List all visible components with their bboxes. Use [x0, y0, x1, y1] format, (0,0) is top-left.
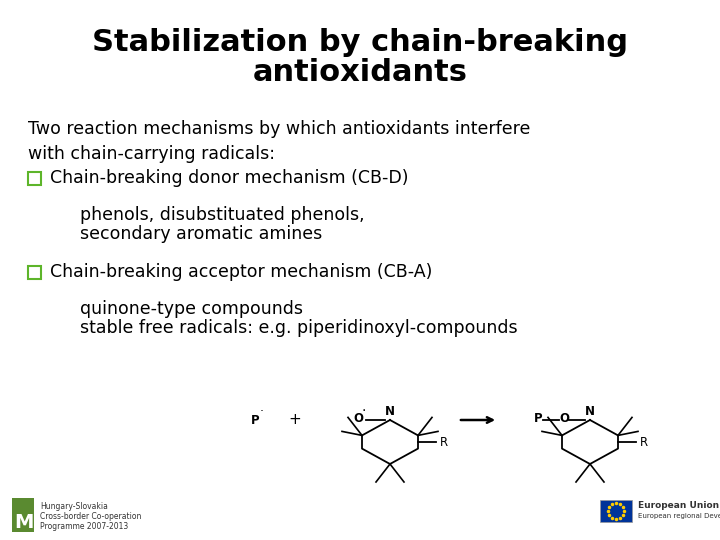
Text: ·: · [362, 404, 366, 418]
Text: R: R [640, 435, 648, 449]
Text: quinone-type compounds: quinone-type compounds [80, 300, 303, 318]
Text: ·: · [260, 406, 264, 419]
Text: M: M [14, 513, 33, 532]
Bar [600, 500, 632, 522]
Text: Hungary-Slovakia: Hungary-Slovakia [40, 502, 108, 511]
Text: N: N [385, 405, 395, 418]
Text: European Union: European Union [638, 502, 719, 510]
Bar [28, 172, 41, 185]
Text: Chain-breaking donor mechanism (CB-D): Chain-breaking donor mechanism (CB-D) [50, 169, 408, 187]
Text: O: O [559, 413, 569, 426]
Text: +: + [289, 413, 302, 428]
Text: Programme 2007-2013: Programme 2007-2013 [40, 522, 128, 531]
Bar [28, 266, 41, 279]
Text: antioxidants: antioxidants [253, 58, 467, 87]
Text: European regional Development - und: European regional Development - und [638, 513, 720, 519]
Text: N: N [585, 405, 595, 418]
Text: P: P [251, 414, 259, 427]
Bar [12, 498, 34, 532]
Text: P: P [534, 413, 542, 426]
Text: phenols, disubstituated phenols,: phenols, disubstituated phenols, [80, 206, 364, 224]
Text: Two reaction mechanisms by which antioxidants interfere
with chain-carrying radi: Two reaction mechanisms by which antioxi… [28, 120, 531, 163]
Text: secondary aromatic amines: secondary aromatic amines [80, 225, 323, 243]
Text: O: O [353, 413, 363, 426]
Text: Stabilization by chain-breaking: Stabilization by chain-breaking [92, 28, 628, 57]
Text: stable free radicals: e.g. piperidinoxyl-compounds: stable free radicals: e.g. piperidinoxyl… [80, 319, 518, 337]
Text: Chain-breaking acceptor mechanism (CB-A): Chain-breaking acceptor mechanism (CB-A) [50, 263, 433, 281]
Text: Cross-border Co-operation: Cross-border Co-operation [40, 512, 141, 521]
Text: R: R [440, 435, 448, 449]
